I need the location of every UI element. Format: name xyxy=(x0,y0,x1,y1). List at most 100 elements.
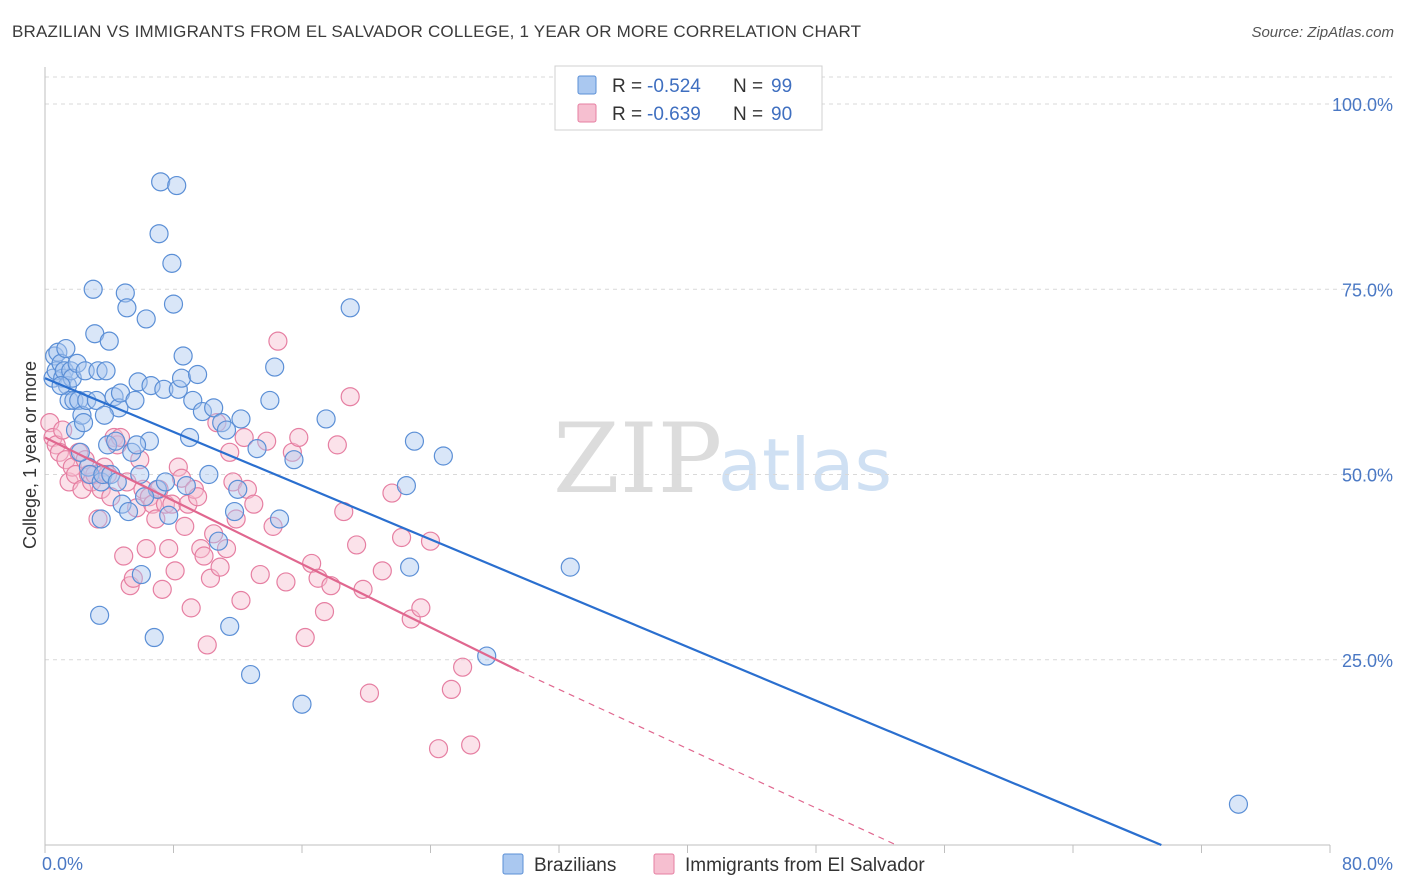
y-tick-label-100: 100.0% xyxy=(1332,95,1393,115)
point xyxy=(372,561,392,581)
point xyxy=(181,598,201,618)
axes xyxy=(44,67,1331,853)
point xyxy=(159,505,179,525)
point xyxy=(99,331,119,351)
point xyxy=(171,368,192,388)
point xyxy=(234,427,254,448)
legend-n-label-1: N = xyxy=(733,76,763,97)
legend-n-label-2: N = xyxy=(733,104,763,125)
point xyxy=(228,479,248,499)
point xyxy=(151,172,171,192)
point xyxy=(247,438,267,459)
point xyxy=(199,464,219,485)
point xyxy=(183,390,203,411)
y-tick-label-50: 50.0% xyxy=(1342,466,1393,486)
point xyxy=(128,372,148,392)
point xyxy=(224,501,245,522)
point xyxy=(396,476,417,496)
source-label: Source: ZipAtlas.com xyxy=(1251,24,1394,41)
point xyxy=(207,413,227,433)
trend-line-brazilians xyxy=(44,377,1162,847)
point xyxy=(244,494,264,514)
point xyxy=(136,539,156,559)
gridlines xyxy=(45,76,1392,661)
legend-r-label-1: R = xyxy=(612,76,642,97)
point xyxy=(56,338,76,359)
bottom-legend-swatch-pink xyxy=(653,853,675,875)
point xyxy=(265,357,285,377)
legend-r-label-2: R = xyxy=(612,104,642,125)
point xyxy=(130,450,150,470)
legend-n-value-1: 99 xyxy=(771,76,792,97)
point xyxy=(268,331,288,351)
point xyxy=(359,683,380,703)
point xyxy=(1228,794,1249,814)
point xyxy=(146,509,166,529)
axis-ticks: 25.0% 50.0% 75.0% 100.0% 0.0% 80.0% xyxy=(42,95,1393,874)
point xyxy=(340,387,360,407)
point xyxy=(260,390,280,411)
point xyxy=(131,564,151,585)
point xyxy=(125,390,145,411)
x-tick-label-max: 80.0% xyxy=(1342,854,1393,874)
point xyxy=(154,379,174,399)
point xyxy=(220,616,240,637)
point xyxy=(175,516,195,536)
trend-line-el-salvador-extrapolated xyxy=(518,670,897,846)
point xyxy=(96,361,116,381)
point xyxy=(216,420,237,440)
point xyxy=(284,450,304,470)
point xyxy=(91,509,111,529)
point xyxy=(241,664,261,685)
point xyxy=(155,472,176,492)
stats-legend: R = -0.524 N = 99 R = -0.639 N = 90 xyxy=(554,65,823,131)
point xyxy=(139,431,160,451)
point xyxy=(117,298,137,318)
x-tick-label-min: 0.0% xyxy=(42,854,83,874)
watermark: ZIP atlas xyxy=(553,403,892,515)
point xyxy=(73,413,94,433)
point xyxy=(327,435,347,455)
point xyxy=(433,446,453,466)
point xyxy=(126,435,147,455)
point xyxy=(560,557,580,577)
point xyxy=(67,353,87,373)
legend-swatch-blue xyxy=(577,75,597,95)
point xyxy=(231,590,251,611)
legend-r-value-1: -0.524 xyxy=(647,76,701,97)
point xyxy=(61,361,81,381)
point xyxy=(404,431,425,451)
point xyxy=(141,376,161,396)
point xyxy=(168,379,188,399)
point xyxy=(216,539,237,559)
point xyxy=(197,635,217,655)
point xyxy=(210,557,230,577)
point xyxy=(152,579,172,599)
point xyxy=(295,627,315,648)
point xyxy=(167,175,187,196)
point xyxy=(194,546,214,566)
point xyxy=(114,546,134,566)
point xyxy=(461,735,481,755)
point xyxy=(162,253,182,273)
point xyxy=(163,294,184,314)
point xyxy=(149,224,169,244)
watermark-zip: ZIP xyxy=(553,403,722,515)
point xyxy=(72,405,92,425)
point xyxy=(204,398,224,418)
watermark-atlas: atlas xyxy=(718,423,892,507)
point xyxy=(136,309,156,329)
point xyxy=(269,509,290,529)
point xyxy=(165,561,185,581)
point xyxy=(115,283,135,303)
point xyxy=(200,568,221,588)
point xyxy=(192,401,213,422)
point xyxy=(276,572,296,592)
point xyxy=(94,405,115,425)
point xyxy=(400,557,420,577)
point xyxy=(340,298,360,318)
bottom-legend-label-brazilians: Brazilians xyxy=(534,855,616,876)
point xyxy=(168,457,188,477)
y-tick-label-25: 25.0% xyxy=(1342,651,1393,671)
